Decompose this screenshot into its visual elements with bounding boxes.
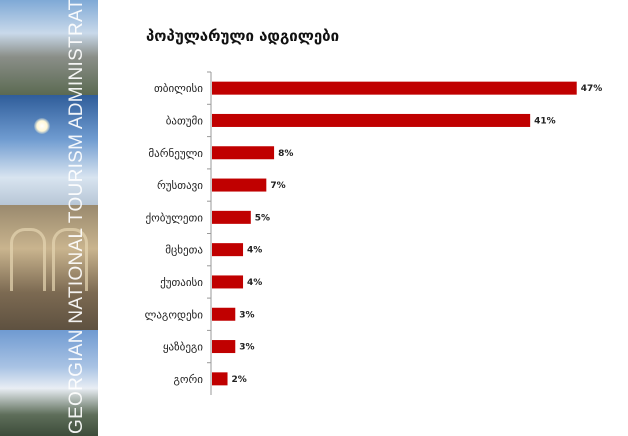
- bar: [212, 178, 267, 192]
- bar: [212, 307, 236, 321]
- arch-shape: [52, 228, 88, 291]
- category-label: ლაგოდეხი: [145, 308, 204, 321]
- value-label: 4%: [247, 246, 262, 256]
- category-label: მარნეული: [148, 147, 203, 160]
- category-label: ქობულეთი: [145, 211, 203, 224]
- chart-title: პოპულარული ადგილები: [146, 27, 340, 45]
- value-label: 8%: [278, 149, 293, 159]
- category-label: ყაზბეგი: [163, 341, 203, 354]
- category-label: გორი: [174, 373, 204, 386]
- bar: [212, 275, 244, 289]
- category-label: ქუთაისი: [160, 276, 203, 289]
- lake-mountain-photo: [0, 330, 98, 436]
- value-label: 5%: [255, 213, 270, 223]
- value-label: 3%: [239, 310, 254, 320]
- bar: [212, 243, 244, 257]
- value-label: 4%: [247, 278, 262, 288]
- bar: [212, 113, 531, 127]
- bar: [212, 372, 228, 386]
- value-label: 41%: [534, 116, 556, 126]
- mountain-photo: [0, 0, 98, 95]
- value-label: 7%: [270, 181, 285, 191]
- architecture-photo: [0, 205, 98, 330]
- bar: [212, 210, 251, 224]
- bar: [212, 81, 577, 95]
- bar-group: თბილისი 47% ბათუმი 41% მარნეული 8% რუსთავი 7% ქო…: [145, 71, 603, 386]
- category-label: მცხეთა: [165, 244, 203, 257]
- category-label: ბათუმი: [166, 114, 204, 127]
- value-label: 47%: [581, 84, 603, 94]
- sun-glare: [34, 118, 50, 134]
- value-label: 2%: [232, 375, 247, 385]
- arch-shape: [10, 228, 46, 291]
- category-label: თბილისი: [154, 82, 203, 95]
- value-label: 3%: [239, 343, 254, 353]
- side-photo-banner: GEORGIAN NATIONAL TOURISM ADMINISTRATION: [0, 0, 98, 436]
- bar: [212, 146, 275, 160]
- bar: [212, 340, 236, 354]
- category-label: რუსთავი: [157, 179, 203, 192]
- ski-slope-photo: [0, 95, 98, 205]
